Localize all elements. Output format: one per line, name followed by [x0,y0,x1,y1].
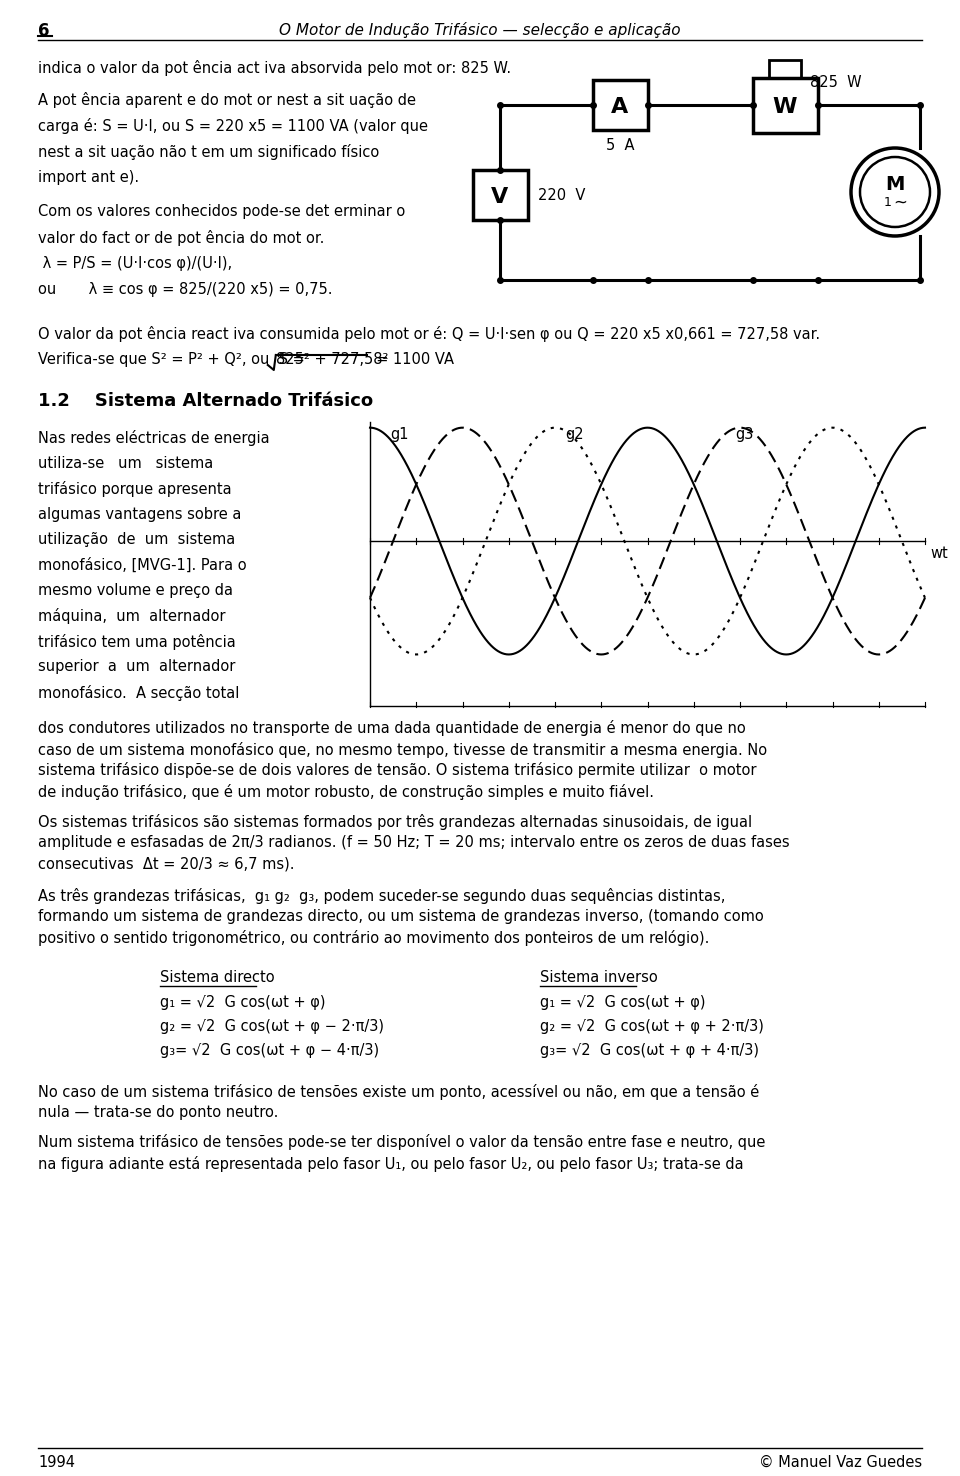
Text: Os sistemas trifásicos são sistemas formados por três grandezas alternadas sinus: Os sistemas trifásicos são sistemas form… [38,815,752,831]
Text: = 1100 VA: = 1100 VA [367,351,454,368]
Text: monofásico.  A secção total: monofásico. A secção total [38,685,239,701]
Text: nula — trata-se do ponto neutro.: nula — trata-se do ponto neutro. [38,1106,278,1120]
Text: g1: g1 [390,427,409,441]
Text: g₃= √2  G cos(ωt + φ − 4·π/3): g₃= √2 G cos(ωt + φ − 4·π/3) [160,1042,379,1057]
Text: wt: wt [930,546,948,561]
Text: g₂ = √2  G cos(ωt + φ − 2·π/3): g₂ = √2 G cos(ωt + φ − 2·π/3) [160,1018,384,1033]
Bar [472,170,527,220]
Text: 825  W: 825 W [810,75,862,90]
Circle shape [851,148,939,236]
Text: 1.2    Sistema Alternado Trifásico: 1.2 Sistema Alternado Trifásico [38,393,373,410]
Text: © Manuel Vaz Guedes: © Manuel Vaz Guedes [758,1455,922,1470]
Text: carga é: S = U·I, ou S = 220 x5 = 1100 VA (valor que: carga é: S = U·I, ou S = 220 x5 = 1100 V… [38,118,428,134]
Text: Nas redes eléctricas de energia: Nas redes eléctricas de energia [38,430,270,446]
Text: mesmo volume e preço da: mesmo volume e preço da [38,583,233,598]
Text: Com os valores conhecidos pode-se det erminar o: Com os valores conhecidos pode-se det er… [38,204,405,218]
Text: trifásico tem uma potência: trifásico tem uma potência [38,635,236,649]
Text: dos condutores utilizados no transporte de uma dada quantidade de energia é meno: dos condutores utilizados no transporte … [38,720,746,737]
Text: formando um sistema de grandezas directo, ou um sistema de grandezas inverso, (t: formando um sistema de grandezas directo… [38,909,764,924]
Text: consecutivas  Δt = 20/3 ≈ 6,7 ms).: consecutivas Δt = 20/3 ≈ 6,7 ms). [38,856,295,871]
Text: indica o valor da pot ência act iva absorvida pelo mot or: 825 W.: indica o valor da pot ência act iva abso… [38,61,511,75]
Text: g₃= √2  G cos(ωt + φ + 4·π/3): g₃= √2 G cos(ωt + φ + 4·π/3) [540,1042,759,1057]
Text: superior  a  um  alternador: superior a um alternador [38,660,235,675]
Text: utilização  de  um  sistema: utilização de um sistema [38,531,235,548]
Text: positivo o sentido trigonométrico, ou contrário ao movimento dos ponteiros de um: positivo o sentido trigonométrico, ou co… [38,930,709,946]
Text: na figura adiante está representada pelo fasor U₁, ou pelo fasor U₂, ou pelo fas: na figura adiante está representada pelo… [38,1156,744,1172]
Text: nest a sit uação não t em um significado físico: nest a sit uação não t em um significado… [38,145,379,159]
Text: 6: 6 [38,22,50,40]
Text: A pot ência aparent e do mot or nest a sit uação de: A pot ência aparent e do mot or nest a s… [38,92,416,108]
Text: A: A [612,97,629,117]
Text: import ant e).: import ant e). [38,170,139,184]
Text: amplitude e esfasadas de 2π/3 radianos. (f = 50 Hz; T = 20 ms; intervalo entre o: amplitude e esfasadas de 2π/3 radianos. … [38,835,790,850]
Text: 1994: 1994 [38,1455,75,1470]
Text: g3: g3 [735,427,754,441]
Text: g2: g2 [565,427,584,441]
Text: caso de um sistema monofásico que, no mesmo tempo, tivesse de transmitir a mesma: caso de um sistema monofásico que, no me… [38,741,767,757]
Text: M: M [885,176,904,195]
Text: Num sistema trifásico de tensões pode-se ter disponível o valor da tensão entre : Num sistema trifásico de tensões pode-se… [38,1135,765,1150]
Text: 825² + 727,58²: 825² + 727,58² [276,351,388,368]
Text: O valor da pot ência react iva consumida pelo mot or é: Q = U·I·sen φ ou Q = 220: O valor da pot ência react iva consumida… [38,326,820,342]
Text: algumas vantagens sobre a: algumas vantagens sobre a [38,506,241,521]
Text: λ = P/S = (U·I·cos φ)/(U·I),: λ = P/S = (U·I·cos φ)/(U·I), [38,255,232,272]
Text: Verifica-se que S² = P² + Q², ou  S =: Verifica-se que S² = P² + Q², ou S = [38,351,309,368]
Bar [753,78,818,133]
Bar [592,80,647,130]
Text: Sistema directo: Sistema directo [160,971,275,986]
Text: g₁ = √2  G cos(ωt + φ): g₁ = √2 G cos(ωt + φ) [540,995,706,1010]
Text: 220  V: 220 V [538,187,585,202]
Text: g₁ = √2  G cos(ωt + φ): g₁ = √2 G cos(ωt + φ) [160,995,325,1010]
Text: sistema trifásico dispõe-se de dois valores de tensão. O sistema trifásico permi: sistema trifásico dispõe-se de dois valo… [38,763,756,778]
Text: 1: 1 [884,195,892,208]
Text: 5  A: 5 A [606,137,635,154]
Circle shape [860,156,930,227]
Text: W: W [773,97,797,117]
Bar [769,59,801,78]
Text: trifásico porque apresenta: trifásico porque apresenta [38,481,231,497]
Text: utiliza-se   um   sistema: utiliza-se um sistema [38,456,213,471]
Text: monofásico, [MVG-1]. Para o: monofásico, [MVG-1]. Para o [38,558,247,573]
Text: ou       λ ≡ cos φ = 825/(220 x5) = 0,75.: ou λ ≡ cos φ = 825/(220 x5) = 0,75. [38,282,332,297]
Text: ~: ~ [893,193,907,213]
Text: V: V [492,187,509,207]
Text: Sistema inverso: Sistema inverso [540,971,658,986]
Text: valor do fact or de pot ência do mot or.: valor do fact or de pot ência do mot or. [38,230,324,246]
Text: No caso de um sistema trifásico de tensões existe um ponto, acessível ou não, em: No caso de um sistema trifásico de tensõ… [38,1085,759,1101]
Text: máquina,  um  alternador: máquina, um alternador [38,608,226,624]
Text: g₂ = √2  G cos(ωt + φ + 2·π/3): g₂ = √2 G cos(ωt + φ + 2·π/3) [540,1018,764,1033]
Text: de indução trifásico, que é um motor robusto, de construção simples e muito fiáv: de indução trifásico, que é um motor rob… [38,784,654,800]
Text: As três grandezas trifásicas,  g₁ g₂  g₃, podem suceder-se segundo duas sequênci: As três grandezas trifásicas, g₁ g₂ g₃, … [38,887,726,903]
Text: O Motor de Indução Trifásico — selecção e aplicação: O Motor de Indução Trifásico — selecção … [279,22,681,38]
